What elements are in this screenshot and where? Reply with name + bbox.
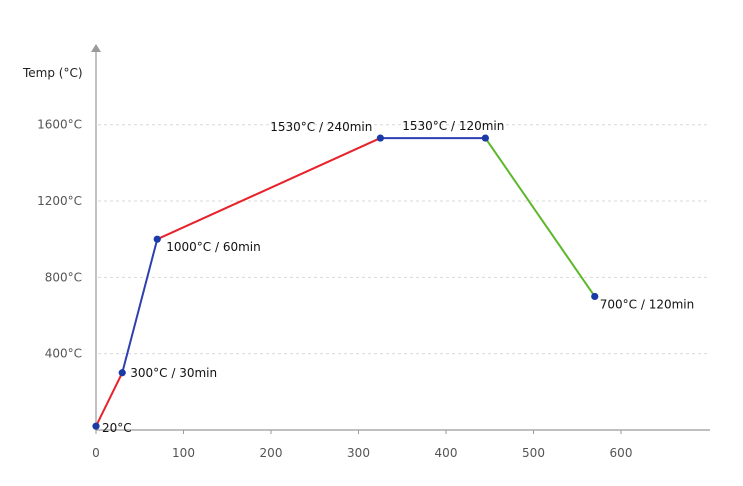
axis-layer: Temp (°C) bbox=[22, 44, 710, 431]
label-layer: 20°C 300°C / 30min 1000°C / 60min 1530°C / … bbox=[102, 119, 694, 435]
data-point-label: 20°C bbox=[102, 421, 132, 435]
series-segment bbox=[484, 137, 596, 298]
grid-layer bbox=[98, 124, 710, 355]
data-point bbox=[153, 235, 161, 243]
y-tick-label: 1200°C bbox=[37, 194, 82, 208]
x-tick-label: 300 bbox=[347, 446, 370, 460]
series-segment bbox=[95, 371, 124, 428]
marker-layer bbox=[92, 134, 599, 430]
data-point bbox=[92, 422, 100, 430]
x-tick-label: 600 bbox=[610, 446, 633, 460]
y-axis-arrow bbox=[91, 44, 101, 52]
x-tick-label: 400 bbox=[435, 446, 458, 460]
series-layer bbox=[95, 137, 596, 428]
data-point-label: 1530°C / 120min bbox=[402, 119, 504, 133]
y-tick-label: 800°C bbox=[45, 270, 82, 284]
x-tick-label: 0 bbox=[92, 446, 100, 460]
tick-layer: 400°C 800°C 1200°C 1600°C 0 100 200 300 400 500 60… bbox=[37, 118, 632, 460]
x-tick-label: 200 bbox=[260, 446, 283, 460]
data-point-label: 1000°C / 60min bbox=[166, 240, 261, 254]
y-axis-title: Temp (°C) bbox=[22, 66, 83, 80]
data-point bbox=[376, 134, 384, 142]
x-tick-label: 500 bbox=[522, 446, 545, 460]
data-point-label: 700°C / 120min bbox=[600, 297, 695, 311]
data-point-label: 1530°C / 240min bbox=[270, 120, 372, 134]
x-tick-label: 100 bbox=[172, 446, 195, 460]
y-tick-label: 1600°C bbox=[37, 118, 82, 132]
data-point bbox=[591, 292, 599, 301]
data-point-label: 300°C / 30min bbox=[130, 366, 217, 380]
data-point bbox=[118, 369, 126, 377]
y-tick-label: 400°C bbox=[45, 347, 82, 361]
series-segment bbox=[121, 238, 159, 374]
data-point bbox=[481, 134, 489, 142]
series-segment bbox=[156, 137, 382, 241]
